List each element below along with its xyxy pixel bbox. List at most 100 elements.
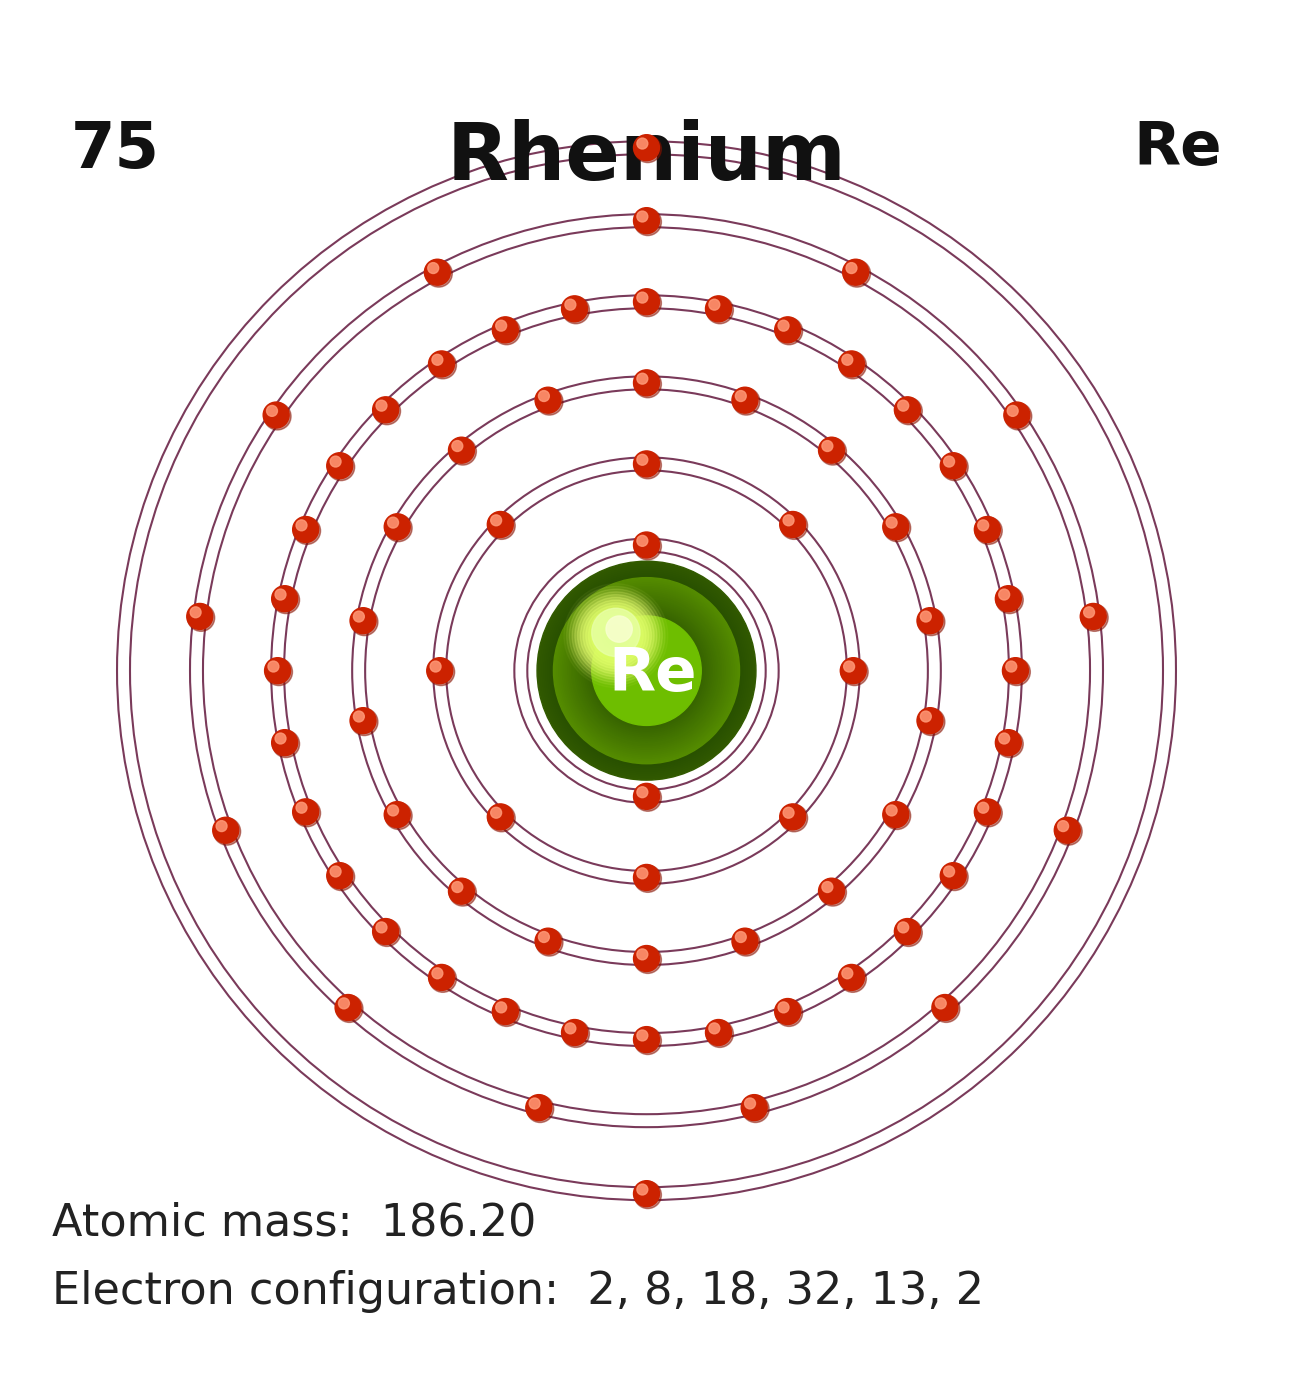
Circle shape — [709, 299, 720, 310]
Circle shape — [775, 317, 800, 343]
Circle shape — [588, 612, 705, 728]
Circle shape — [918, 709, 945, 735]
Circle shape — [776, 999, 803, 1026]
Circle shape — [944, 866, 954, 877]
Circle shape — [637, 1184, 648, 1195]
Circle shape — [428, 965, 455, 991]
Circle shape — [634, 207, 659, 234]
Circle shape — [427, 657, 453, 684]
Circle shape — [840, 659, 868, 685]
Circle shape — [634, 450, 659, 477]
Circle shape — [941, 863, 968, 891]
Circle shape — [540, 564, 753, 777]
Circle shape — [538, 391, 550, 402]
Circle shape — [493, 998, 518, 1024]
Circle shape — [637, 949, 648, 960]
Circle shape — [645, 669, 648, 673]
Circle shape — [575, 595, 657, 677]
Circle shape — [216, 820, 228, 831]
Circle shape — [637, 867, 648, 878]
Circle shape — [932, 995, 959, 1023]
Circle shape — [432, 967, 442, 979]
Circle shape — [775, 998, 800, 1024]
Circle shape — [610, 630, 622, 641]
Circle shape — [617, 642, 676, 701]
Circle shape — [190, 607, 202, 617]
Circle shape — [600, 619, 632, 652]
Circle shape — [294, 799, 321, 827]
Circle shape — [846, 263, 857, 274]
Circle shape — [603, 621, 630, 649]
Circle shape — [776, 317, 803, 345]
Circle shape — [591, 612, 640, 660]
Circle shape — [570, 594, 723, 748]
Circle shape — [634, 532, 662, 560]
Circle shape — [634, 452, 662, 478]
Circle shape — [996, 730, 1021, 756]
Circle shape — [610, 634, 683, 708]
Circle shape — [535, 388, 562, 416]
Circle shape — [605, 624, 627, 646]
Circle shape — [296, 802, 306, 813]
Circle shape — [637, 1030, 648, 1041]
Circle shape — [590, 614, 703, 727]
Circle shape — [820, 438, 847, 466]
Circle shape — [996, 587, 1023, 613]
Circle shape — [940, 863, 966, 888]
Circle shape — [495, 1002, 507, 1013]
Circle shape — [822, 881, 833, 892]
Circle shape — [353, 612, 365, 621]
Circle shape — [778, 1002, 789, 1013]
Circle shape — [548, 573, 745, 769]
Circle shape — [327, 453, 353, 478]
Circle shape — [709, 1023, 720, 1034]
Circle shape — [557, 581, 736, 760]
Circle shape — [706, 1019, 732, 1045]
Circle shape — [619, 644, 674, 698]
Circle shape — [818, 878, 844, 904]
Circle shape — [1003, 659, 1031, 685]
Circle shape — [562, 587, 731, 755]
Circle shape — [628, 652, 665, 689]
Circle shape — [634, 947, 662, 973]
Circle shape — [842, 967, 853, 979]
Circle shape — [487, 512, 513, 538]
Circle shape — [820, 878, 847, 906]
Circle shape — [605, 628, 688, 713]
Circle shape — [625, 649, 668, 692]
Text: Electron configuration:  2, 8, 18, 32, 13, 2: Electron configuration: 2, 8, 18, 32, 13… — [52, 1269, 984, 1312]
Circle shape — [608, 632, 685, 709]
Circle shape — [572, 592, 659, 680]
Circle shape — [561, 585, 732, 756]
Circle shape — [350, 609, 378, 635]
Circle shape — [526, 1095, 553, 1123]
Circle shape — [561, 296, 587, 322]
Circle shape — [781, 512, 808, 539]
Circle shape — [376, 922, 387, 933]
Circle shape — [544, 569, 749, 773]
Circle shape — [921, 612, 931, 621]
Circle shape — [566, 587, 665, 685]
Circle shape — [623, 646, 670, 695]
Circle shape — [546, 570, 747, 771]
Circle shape — [529, 1098, 540, 1109]
Circle shape — [272, 585, 297, 612]
Circle shape — [568, 592, 725, 749]
Circle shape — [535, 929, 561, 954]
Circle shape — [543, 567, 750, 774]
Circle shape — [781, 805, 808, 831]
Circle shape — [634, 865, 662, 892]
Circle shape — [921, 712, 931, 721]
Circle shape — [429, 965, 456, 992]
Circle shape — [626, 651, 667, 691]
Circle shape — [213, 817, 240, 845]
Circle shape — [634, 135, 659, 161]
Circle shape — [608, 627, 625, 644]
Circle shape — [1007, 406, 1018, 417]
Circle shape — [588, 609, 643, 663]
Circle shape — [978, 802, 989, 813]
Circle shape — [842, 354, 853, 366]
Circle shape — [537, 562, 756, 780]
Circle shape — [745, 1098, 755, 1109]
Circle shape — [634, 657, 659, 684]
